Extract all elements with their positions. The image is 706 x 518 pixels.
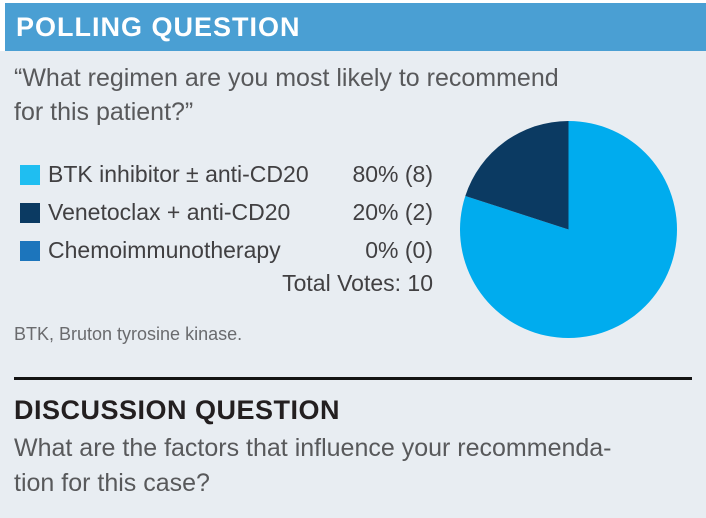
- total-votes: Total Votes: 10: [282, 270, 433, 296]
- legend-row-venetoclax: Venetoclax + anti-CD20 20% (2): [20, 199, 433, 225]
- legend-label: BTK inhibitor ± anti-CD20: [48, 161, 309, 187]
- legend-row-btk: BTK inhibitor ± anti-CD20 80% (8): [20, 161, 433, 187]
- section-divider: [14, 377, 692, 380]
- legend-value: 20% (2): [352, 199, 433, 225]
- legend-value: 80% (8): [352, 161, 433, 187]
- poll-results-legend: BTK inhibitor ± anti-CD20 80% (8) Veneto…: [20, 161, 433, 278]
- discussion-question-text: What are the factors that influence your…: [14, 431, 694, 501]
- legend-label: Chemoimmunotherapy: [48, 237, 281, 263]
- poll-question-line2: for this patient?”: [14, 98, 194, 126]
- legend-label: Venetoclax + anti-CD20: [48, 199, 291, 225]
- discussion-line1: What are the factors that influence your…: [14, 434, 612, 462]
- pie-slice-1: [465, 121, 569, 230]
- legend-swatch-navy: [20, 202, 40, 223]
- legend-swatch-light-blue: [20, 164, 40, 185]
- poll-question-text: “What regimen are you most likely to rec…: [14, 61, 674, 129]
- legend-swatch-medium-blue: [20, 240, 40, 261]
- discussion-line2: tion for this case?: [14, 469, 210, 497]
- poll-results-pie-chart: [459, 121, 677, 338]
- polling-question-title: POLLING QUESTION: [16, 11, 301, 42]
- pie-chart-svg: [459, 121, 677, 338]
- abbreviation-footnote: BTK, Bruton tyrosine kinase.: [14, 324, 243, 344]
- discussion-question-title: DISCUSSION QUESTION: [14, 395, 341, 425]
- pie-slice-0: [459, 121, 677, 338]
- poll-question-line1: “What regimen are you most likely to rec…: [14, 64, 559, 92]
- legend-row-chemoimmunotherapy: Chemoimmunotherapy 0% (0): [20, 237, 433, 263]
- polling-question-header-bar: POLLING QUESTION: [5, 3, 706, 51]
- legend-value: 0% (0): [365, 237, 433, 263]
